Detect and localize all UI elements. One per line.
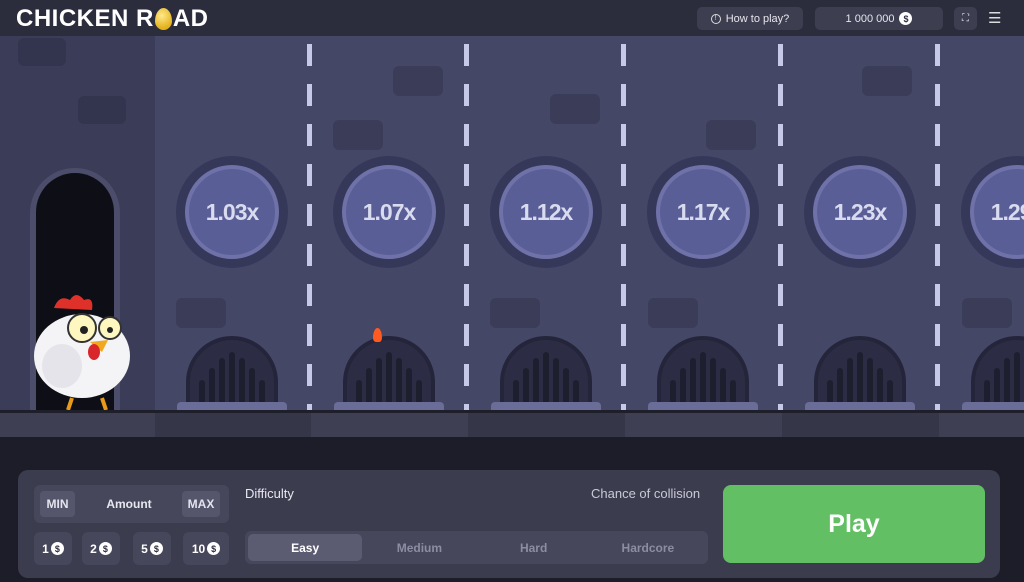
logo: CHICKEN R AD: [16, 5, 209, 33]
multiplier-value: 1.29x: [970, 165, 1024, 259]
quick-amount-value: 10: [191, 541, 206, 556]
ground-tile: [625, 410, 782, 437]
lane-divider: [621, 44, 626, 410]
sewer-grate: [500, 336, 592, 406]
info-icon: !: [710, 13, 721, 24]
how-to-play-label: How to play?: [725, 12, 790, 25]
sewer-grate: [343, 336, 435, 406]
brick: [962, 298, 1012, 328]
grate-base: [805, 402, 915, 410]
multiplier-coin[interactable]: 1.07x: [333, 156, 445, 268]
difficulty-option-hard[interactable]: Hard: [519, 540, 548, 555]
ground-tile: [782, 410, 939, 437]
multiplier-coin[interactable]: 1.12x: [490, 156, 602, 268]
brick: [176, 298, 226, 328]
brick: [490, 298, 540, 328]
coin-icon: $: [50, 542, 64, 555]
sewer-grate: [814, 336, 906, 406]
grate-base: [491, 402, 601, 410]
top-bar: CHICKEN R AD ! How to play? 1 000 000 $ ⛶…: [0, 0, 1024, 36]
brick: [550, 94, 600, 124]
grate-base: [962, 402, 1024, 410]
difficulty-label: Difficulty: [245, 486, 294, 501]
balance-display: 1 000 000 $: [815, 7, 943, 30]
coin-icon: $: [899, 12, 913, 25]
coin-icon: $: [149, 542, 163, 555]
sewer-grate: [186, 336, 278, 406]
multiplier-coin[interactable]: 1.17x: [647, 156, 759, 268]
quick-amount-button[interactable]: 1 $: [34, 532, 72, 565]
menu-button[interactable]: ☰: [988, 9, 1001, 27]
multiplier-coin[interactable]: 1.29x: [961, 156, 1024, 268]
lane-divider: [307, 44, 312, 410]
logo-text: CHICKEN R: [16, 5, 154, 32]
quick-amount-button[interactable]: 10 $: [183, 532, 229, 565]
multiplier-value: 1.12x: [499, 165, 593, 259]
sewer-grate: [971, 336, 1024, 406]
quick-amount-button[interactable]: 2 $: [82, 532, 120, 565]
sewer-grate: [657, 336, 749, 406]
chicken-character: [34, 295, 130, 410]
difficulty-option-easy[interactable]: Easy: [248, 534, 363, 561]
game-area: 1.03x 1.07x 1.12x 1.17x 1.23x 1.29x: [0, 36, 1024, 410]
brick: [393, 66, 443, 96]
ground-strip: [0, 410, 1024, 437]
quick-amount-button[interactable]: 5 $: [133, 532, 171, 565]
brick: [78, 96, 126, 124]
grate-base: [177, 402, 287, 410]
menu-icon: ☰: [988, 10, 1002, 27]
difficulty-option-medium[interactable]: Medium: [396, 540, 443, 555]
max-button[interactable]: MAX: [182, 491, 220, 517]
difficulty-option-hardcore[interactable]: Hardcore: [621, 540, 675, 555]
difficulty-selector: Easy Medium Hard Hardcore: [245, 531, 708, 564]
brick: [648, 298, 698, 328]
ground-tile: [0, 410, 155, 437]
quick-amount-value: 2: [90, 541, 97, 556]
balance-value: 1 000 000: [845, 12, 895, 25]
grate-base: [648, 402, 758, 410]
grate-base: [334, 402, 444, 410]
logo-text: AD: [172, 5, 209, 32]
quick-amount-value: 1: [42, 541, 49, 556]
ground-tile: [468, 410, 625, 437]
fullscreen-button[interactable]: ⛶: [954, 7, 977, 30]
multiplier-coin[interactable]: 1.03x: [176, 156, 288, 268]
quick-amount-value: 5: [141, 541, 148, 556]
how-to-play-button[interactable]: ! How to play?: [697, 7, 803, 30]
multiplier-value: 1.23x: [813, 165, 907, 259]
multiplier-coin[interactable]: 1.23x: [804, 156, 916, 268]
brick: [862, 66, 912, 96]
ground-tile: [311, 410, 468, 437]
coin-icon: $: [98, 542, 112, 555]
brick: [706, 120, 756, 150]
egg-icon: [154, 8, 172, 30]
flame-icon: [373, 328, 382, 342]
brick: [333, 120, 383, 150]
min-button[interactable]: MIN: [40, 491, 75, 517]
brick: [18, 38, 66, 66]
lane-divider: [778, 44, 783, 410]
multiplier-value: 1.03x: [185, 165, 279, 259]
fullscreen-icon: ⛶: [962, 13, 969, 24]
amount-label: Amount: [106, 497, 152, 511]
collision-label: Chance of collision: [591, 486, 701, 501]
amount-input[interactable]: MIN Amount MAX: [34, 485, 229, 523]
ground-tile: [939, 410, 1024, 437]
multiplier-value: 1.17x: [656, 165, 750, 259]
lane-divider: [464, 44, 469, 410]
lane-divider: [935, 44, 940, 410]
play-button[interactable]: Play: [723, 485, 985, 563]
multiplier-value: 1.07x: [342, 165, 436, 259]
ground-tile: [155, 410, 311, 437]
coin-icon: $: [207, 542, 221, 555]
